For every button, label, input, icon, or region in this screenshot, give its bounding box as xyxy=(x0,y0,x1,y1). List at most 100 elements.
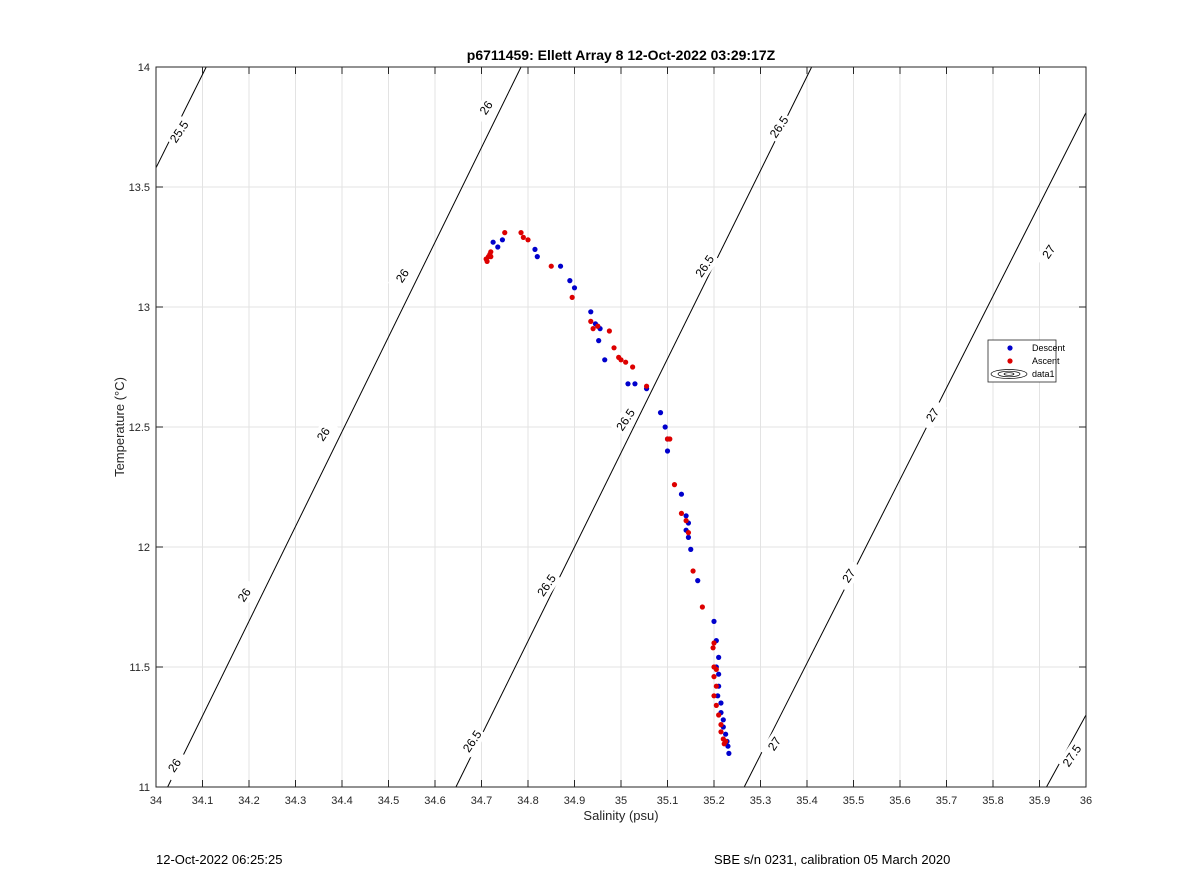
descent-point xyxy=(632,381,638,387)
descent-point xyxy=(715,693,721,699)
descent-point xyxy=(499,237,506,243)
contour-label: 26 xyxy=(387,259,417,292)
descent-point xyxy=(557,263,564,269)
contour-label-bg xyxy=(308,418,338,451)
ascent-point xyxy=(711,674,717,680)
contour-label-bg xyxy=(1057,739,1087,772)
descent-point xyxy=(726,750,732,757)
descent-point xyxy=(725,743,731,749)
contour-label-bg xyxy=(918,398,948,432)
ascent-point xyxy=(484,258,490,264)
contour-label: 27 xyxy=(834,559,864,592)
ascent-point xyxy=(595,323,601,329)
ascent-point xyxy=(488,249,494,255)
descent-point xyxy=(688,546,694,553)
x-tick-label: 35.5 xyxy=(843,795,864,807)
descent-point xyxy=(596,338,602,344)
x-tick-label: 35.4 xyxy=(796,795,817,807)
x-axis-label: Salinity (psu) xyxy=(583,808,658,823)
descent-point xyxy=(662,424,668,430)
density-contours: 25.5 26 26 26 26 26 26.5 26.5 26.5 26.5 26.5 27 27 27… xyxy=(155,66,1087,788)
descent-point xyxy=(532,246,538,252)
contour-line xyxy=(743,112,1087,788)
x-tick-label: 34.5 xyxy=(378,795,399,807)
contour-label: 26.5 xyxy=(764,110,794,144)
contour-label: 26.5 xyxy=(457,725,487,758)
descent-point xyxy=(571,285,578,291)
y-tick-label: 12 xyxy=(138,542,150,554)
ascent-point xyxy=(643,383,650,389)
descent-point xyxy=(567,278,573,284)
ascent-point xyxy=(713,666,719,673)
contour-label: 26 xyxy=(308,418,338,451)
descent-point xyxy=(678,491,685,497)
y-tick-label: 13.5 xyxy=(129,182,150,194)
data-points xyxy=(483,230,732,757)
ascent-point xyxy=(690,568,696,574)
y-tick-label: 14 xyxy=(138,62,150,74)
descent-point xyxy=(720,717,726,723)
contour-line xyxy=(455,66,813,788)
ascent-point xyxy=(716,712,722,718)
ascent-point xyxy=(590,326,596,332)
ascent-point xyxy=(718,722,724,728)
x-tick-label: 35.8 xyxy=(982,795,1003,807)
ascent-point xyxy=(569,294,575,300)
contour-label-bg xyxy=(387,259,417,292)
ascent-point xyxy=(520,234,526,240)
x-tick-label: 35.2 xyxy=(703,795,724,807)
ascent-point xyxy=(588,318,594,324)
legend-ascent-marker xyxy=(1007,358,1013,364)
footer-calibration: SBE s/n 0231, calibration 05 March 2020 xyxy=(714,852,951,867)
ascent-point xyxy=(718,729,724,735)
ascent-point xyxy=(713,683,719,689)
descent-point xyxy=(683,513,689,519)
contour-label-bg xyxy=(164,115,194,148)
descent-point xyxy=(495,244,501,250)
ascent-point xyxy=(525,237,531,243)
contour-label-bg xyxy=(759,727,789,760)
x-tick-label: 36 xyxy=(1080,795,1092,807)
x-tick-label: 34.9 xyxy=(564,795,585,807)
chart-title: p6711459: Ellett Array 8 12-Oct-2022 03:… xyxy=(467,47,776,63)
contour-label-bg xyxy=(457,725,487,758)
x-tick-label: 35.9 xyxy=(1029,795,1050,807)
ascent-point xyxy=(710,645,716,651)
ascent-point xyxy=(711,693,717,699)
ascent-point xyxy=(683,518,689,524)
contour-label-bg xyxy=(471,91,501,124)
descent-point xyxy=(664,448,671,454)
x-tick-label: 35 xyxy=(615,795,627,807)
contour-label-bg xyxy=(229,578,259,612)
contour-label: 26.5 xyxy=(690,250,720,283)
ascent-point xyxy=(548,263,554,269)
x-tick-label: 34.4 xyxy=(331,795,352,807)
y-axis-label: Temperature (°C) xyxy=(112,377,127,477)
legend-contour-icon xyxy=(990,369,1028,379)
descent-point xyxy=(657,410,664,416)
ascent-point xyxy=(618,357,624,363)
descent-point xyxy=(588,309,594,315)
ascent-point xyxy=(623,359,629,365)
descent-point xyxy=(716,654,722,661)
ascent-point xyxy=(685,530,692,536)
contour-label-bg xyxy=(1034,235,1064,268)
contour-label-bg xyxy=(690,250,720,283)
descent-point xyxy=(490,239,496,245)
descent-point xyxy=(695,578,701,584)
contour-label-bg xyxy=(611,403,641,436)
ascent-point xyxy=(711,640,717,646)
y-tick-label: 11 xyxy=(139,782,150,794)
x-tick-label: 34.7 xyxy=(471,795,492,807)
x-tick-label: 35.6 xyxy=(889,795,910,807)
ascent-point xyxy=(678,510,685,516)
x-tick-label: 35.1 xyxy=(657,795,678,807)
contour-line xyxy=(167,66,522,788)
descent-point xyxy=(718,700,724,706)
y-tick-label: 12.5 xyxy=(129,422,150,434)
contour-label: 26.5 xyxy=(611,403,641,436)
legend-descent-marker xyxy=(1007,345,1013,351)
axis-ticks: 34 34.1 34.2 34.3 34.4 34.5 34.6 34.7 34.8 34.9 35… xyxy=(129,62,1093,807)
ascent-point xyxy=(518,230,524,236)
